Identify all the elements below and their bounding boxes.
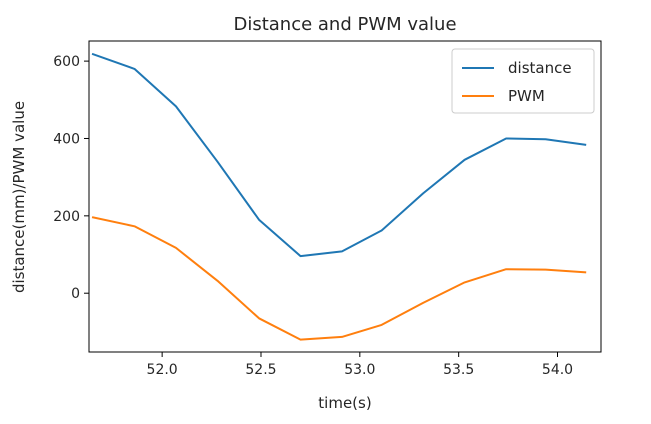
y-tick-label: 0 bbox=[71, 286, 80, 302]
y-axis-label: distance(mm)/PWM value bbox=[10, 101, 28, 293]
y-tick-label: 600 bbox=[53, 54, 80, 70]
legend-label-pwm: PWM bbox=[508, 87, 545, 105]
x-tick-label: 53.5 bbox=[443, 362, 474, 378]
x-axis: 52.0 52.5 53.0 53.5 54.0 bbox=[147, 352, 573, 378]
x-tick-label: 52.5 bbox=[245, 362, 276, 378]
x-tick-label: 53.0 bbox=[344, 362, 375, 378]
series-line-pwm bbox=[91, 216, 587, 341]
y-tick-label: 400 bbox=[53, 131, 80, 147]
y-axis: 0 200 400 600 bbox=[53, 54, 89, 302]
series-line-distance bbox=[91, 52, 587, 258]
series-layer bbox=[91, 52, 587, 341]
y-tick-label: 200 bbox=[53, 209, 80, 225]
legend-label-distance: distance bbox=[508, 59, 572, 77]
plot-frame bbox=[88, 40, 602, 353]
x-tick-label: 54.0 bbox=[542, 362, 573, 378]
chart-title: Distance and PWM value bbox=[233, 14, 456, 35]
x-tick-label: 52.0 bbox=[147, 362, 178, 378]
x-axis-label: time(s) bbox=[318, 394, 371, 412]
legend: distance PWM bbox=[451, 48, 595, 114]
